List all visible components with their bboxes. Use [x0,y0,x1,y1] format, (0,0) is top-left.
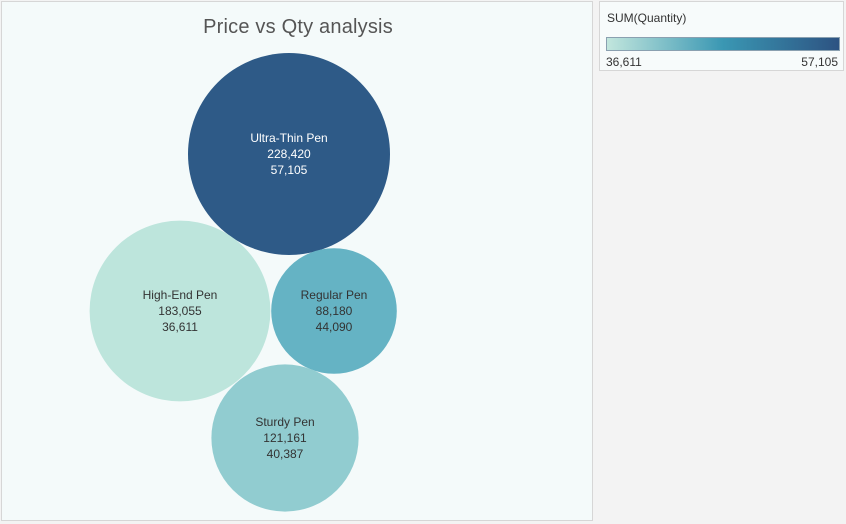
bubble-price-label: 183,055 [158,304,202,318]
bubble-price-label: 88,180 [316,304,353,318]
bubble-circle[interactable] [188,53,390,255]
bubble-chart: Ultra-Thin Pen 228,420 57,105 High-End Pen 1… [89,53,397,512]
bubble-high-end-pen[interactable]: High-End Pen 183,055 36,611 [89,220,271,402]
legend-color-ramp [606,37,840,51]
bubble-quantity-label: 57,105 [271,163,308,177]
bubble-price-label: 228,420 [267,147,311,161]
bubble-name-label: Ultra-Thin Pen [250,131,327,145]
bubble-sturdy-pen[interactable]: Sturdy Pen 121,161 40,387 [211,364,359,512]
bubble-price-label: 121,161 [263,431,307,445]
color-legend: SUM(Quantity) 36,611 57,105 [599,1,844,71]
bubble-name-label: Regular Pen [301,288,368,302]
bubble-circle[interactable] [211,364,359,512]
bubble-ultra-thin-pen[interactable]: Ultra-Thin Pen 228,420 57,105 [188,53,390,255]
bubble-quantity-label: 44,090 [316,320,353,334]
bubble-circle[interactable] [271,248,397,374]
bubble-circle[interactable] [89,220,271,402]
legend-title: SUM(Quantity) [607,11,687,25]
bubble-name-label: High-End Pen [143,288,218,302]
bubble-regular-pen[interactable]: Regular Pen 88,180 44,090 [271,248,397,374]
bubble-name-label: Sturdy Pen [255,415,314,429]
bubble-quantity-label: 40,387 [267,447,304,461]
legend-min-label: 36,611 [606,55,642,69]
bubble-quantity-label: 36,611 [162,320,198,334]
legend-max-label: 57,105 [801,55,838,69]
chart-panel: Price vs Qty analysis Ultra-Thin Pen 228,… [1,1,593,521]
chart-title: Price vs Qty analysis [203,16,393,38]
